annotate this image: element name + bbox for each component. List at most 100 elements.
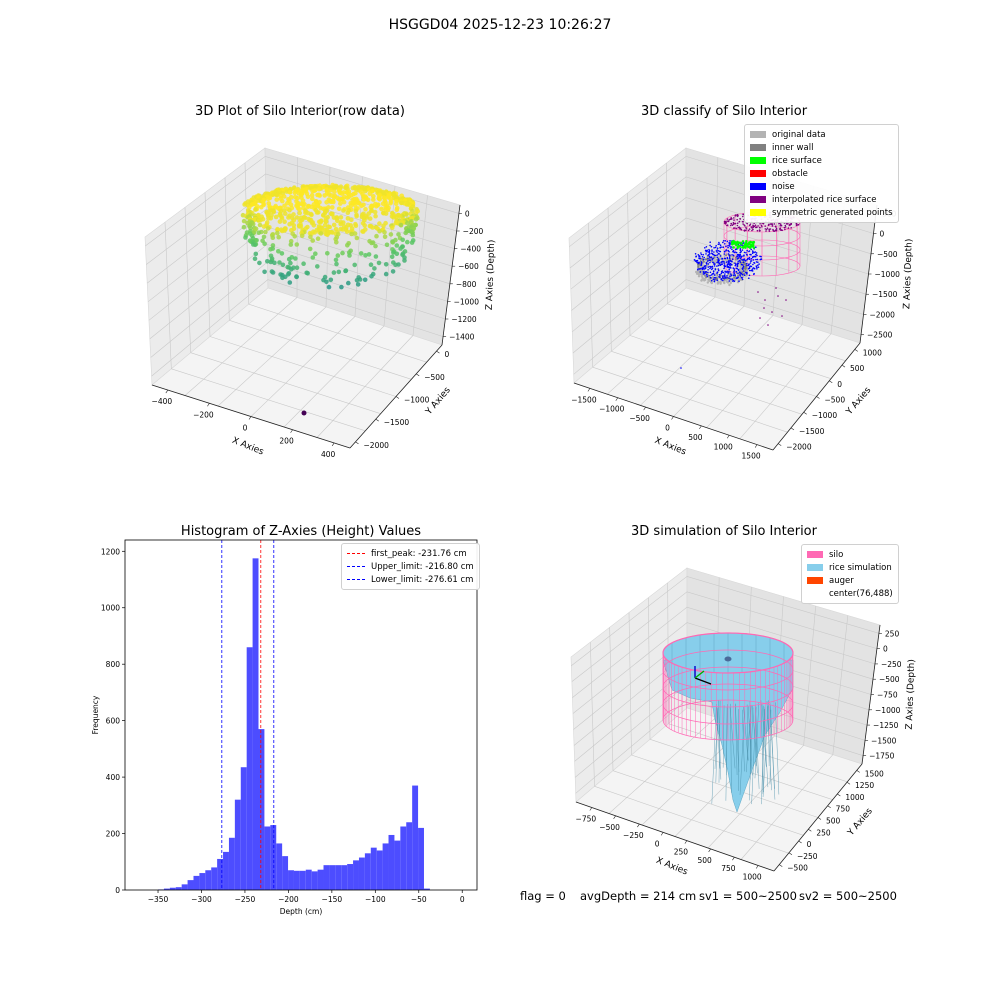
p1-data-point [310, 188, 315, 194]
histogram-bar [412, 785, 419, 890]
p2-noise-point [705, 263, 708, 265]
p2-noise-point [732, 267, 735, 269]
p2-noise-point [755, 265, 758, 267]
p2-noise-point [727, 245, 729, 247]
p2-noise-point [749, 262, 752, 264]
p2-noise-point [726, 240, 729, 243]
p1-data-point [377, 228, 382, 234]
p1-data-point [361, 197, 367, 202]
p2-grid-line [739, 333, 832, 440]
p4-x-tick-label: 750 [721, 864, 736, 873]
p1-data-point [385, 207, 391, 213]
p4-y-tick-mark [808, 829, 812, 832]
p2-noise-point [741, 249, 744, 251]
p2-noise-point [694, 253, 697, 255]
p2-noise-point [707, 269, 709, 271]
p4-x-tick-mark [660, 832, 664, 836]
p1-data-point [309, 192, 315, 198]
p2-noise-point [729, 262, 732, 265]
p2-original-point [708, 279, 711, 282]
legend-swatch [807, 577, 823, 584]
p4-grid-line [740, 754, 834, 860]
p2-noise-point [729, 259, 732, 262]
legend-label: interpolated rice surface [772, 194, 877, 205]
p2-noise-point [731, 254, 733, 256]
p4-grid-line [571, 576, 879, 666]
p1-data-point [332, 189, 337, 195]
p2-interpolated-point [728, 219, 731, 221]
p4-rice-mesh-line [742, 709, 745, 772]
p4-rice-mesh-line [739, 706, 745, 795]
p2-noise-point [709, 244, 711, 247]
p2-noise-point [735, 263, 737, 266]
p1-data-point [338, 221, 343, 227]
p1-z-tick-label: −200 [463, 227, 484, 236]
p2-y-tick-label: −2000 [786, 443, 812, 452]
p4-z-tick-label: −1000 [875, 706, 901, 715]
p2-x-tick-label: 1000 [714, 442, 733, 451]
histogram-bar [276, 843, 283, 890]
p1-data-point [331, 222, 337, 228]
p4-rice-mesh-line [735, 704, 740, 772]
p2-noise-point [736, 268, 739, 270]
p2-noise-point [755, 253, 757, 256]
p2-noise-point [756, 266, 758, 269]
p2-y-tick-mark [829, 380, 833, 384]
p2-interpolated-point [742, 213, 745, 216]
p2-scatter-point [680, 367, 682, 369]
p2-noise-point [729, 271, 731, 273]
p1-data-point [279, 216, 285, 221]
histogram-bar [175, 887, 182, 890]
p2-noise-point [713, 274, 716, 276]
p2-original-point [739, 267, 742, 270]
p1-data-point [383, 211, 389, 216]
p2-interpolated-point [733, 217, 735, 219]
p1-data-point [398, 222, 404, 228]
p2-noise-point [747, 267, 750, 270]
p1-data-point [287, 221, 292, 227]
p2-interpolated-point [789, 224, 791, 227]
p1-data-point [282, 203, 287, 209]
p2-noise-point [728, 267, 730, 269]
p2-noise-point [730, 278, 732, 280]
p1-data-point [285, 200, 290, 206]
p2-noise-point [728, 280, 731, 282]
p4-z-tick-label: −750 [877, 691, 898, 700]
p4-x-tick-label: 1000 [743, 872, 762, 881]
histogram-bar [205, 870, 212, 890]
p2-noise-point [714, 246, 717, 249]
p2-noise-point [720, 272, 723, 275]
histogram-bar [358, 857, 365, 890]
legend-entry: inner wall [750, 141, 893, 154]
p1-data-point [373, 243, 378, 249]
p2-noise-point [760, 258, 763, 260]
histogram-bar [305, 869, 312, 890]
p4-x-tick-mark [684, 840, 688, 844]
p2-y-tick-label: −500 [825, 396, 846, 405]
histogram-bar [364, 853, 371, 890]
p2-original-point [720, 256, 723, 259]
p1-data-point [257, 222, 263, 228]
p2-interpolated-point [762, 222, 765, 225]
p2-original-point [713, 259, 716, 262]
p1-data-point [283, 211, 288, 216]
p2-original-point [700, 272, 704, 275]
p2-y-tick-mark [778, 443, 782, 446]
p2-original-point [739, 265, 743, 268]
p2-rice-surface-point [752, 240, 756, 244]
p2-noise-point [693, 259, 696, 261]
p2-noise-point [715, 276, 717, 279]
p1-data-point [372, 209, 378, 215]
p2-original-point [700, 275, 704, 278]
p2-inner-wall-point [737, 274, 739, 277]
p4-x-tick-label: −750 [576, 815, 597, 824]
panel4-title: 3D simulation of Silo Interior [631, 524, 817, 539]
p3-x-tick-label: −100 [365, 895, 386, 904]
p4-rice-mesh-line [747, 706, 753, 776]
p2-noise-point [740, 276, 743, 279]
p4-x-tick-mark [708, 848, 711, 853]
p1-z-tick-label: −400 [460, 245, 481, 254]
p1-data-point [276, 249, 281, 254]
p2-noise-point [731, 278, 734, 281]
p1-data-point [315, 236, 321, 241]
